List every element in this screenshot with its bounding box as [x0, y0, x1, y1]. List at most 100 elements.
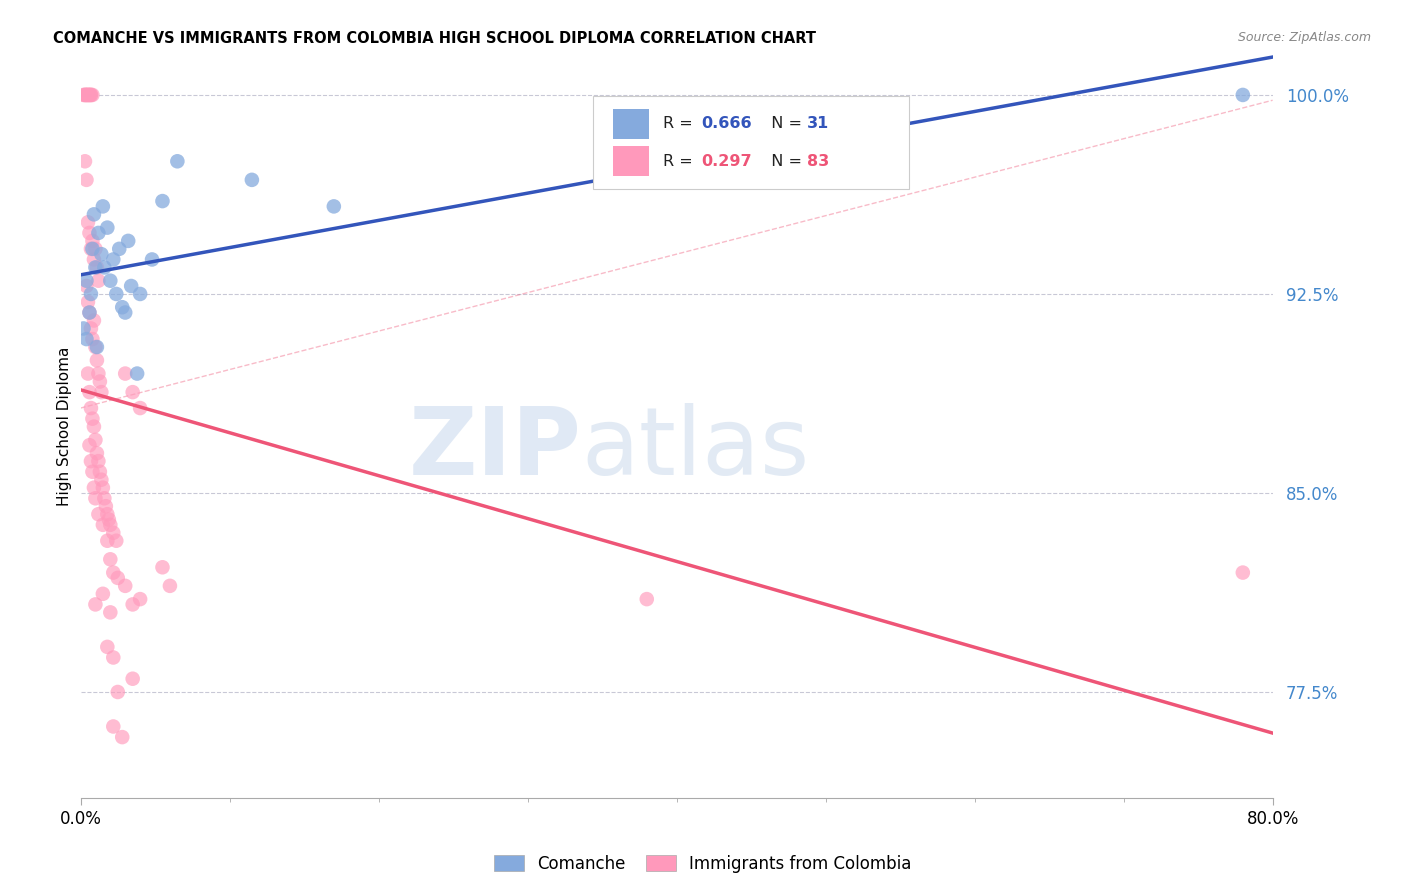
Point: [87, 274, 110, 288]
Point: [82, 234, 104, 248]
Legend: Comanche, Immigrants from Colombia: Comanche, Immigrants from Colombia: [488, 848, 918, 880]
Text: Source: ZipAtlas.com: Source: ZipAtlas.com: [1237, 31, 1371, 45]
Point: [166, 154, 188, 169]
Point: [86, 446, 108, 460]
Point: [84, 433, 107, 447]
Point: [82, 242, 104, 256]
Point: [98, 274, 121, 288]
Point: [129, 592, 152, 607]
Point: [1232, 87, 1254, 102]
Point: [96, 533, 118, 548]
Point: [84, 260, 107, 275]
Point: [121, 672, 143, 686]
Text: N =: N =: [761, 116, 807, 131]
Point: [103, 525, 125, 540]
Point: [73, 87, 96, 102]
Point: [98, 517, 121, 532]
Point: [76, 332, 98, 346]
Text: 31: 31: [807, 116, 828, 131]
Point: [636, 592, 658, 607]
Point: [111, 300, 134, 314]
Point: [80, 87, 103, 102]
Point: [89, 375, 111, 389]
Point: [240, 173, 263, 187]
Point: [114, 305, 136, 319]
Point: [129, 401, 152, 415]
Point: [72, 87, 94, 102]
Point: [93, 260, 115, 275]
Point: [103, 719, 125, 733]
Point: [108, 242, 131, 256]
FancyBboxPatch shape: [613, 146, 650, 176]
Point: [80, 287, 103, 301]
Point: [98, 552, 121, 566]
Point: [91, 517, 114, 532]
Point: [80, 321, 103, 335]
Point: [79, 87, 101, 102]
Point: [121, 385, 143, 400]
FancyBboxPatch shape: [613, 109, 650, 138]
Point: [77, 87, 100, 102]
Point: [91, 199, 114, 213]
Point: [159, 579, 181, 593]
Point: [91, 481, 114, 495]
Point: [90, 247, 112, 261]
Point: [80, 401, 103, 415]
Text: atlas: atlas: [581, 403, 810, 495]
Point: [83, 313, 105, 327]
Point: [1232, 566, 1254, 580]
Point: [114, 579, 136, 593]
Point: [111, 730, 134, 744]
Point: [96, 507, 118, 521]
Point: [79, 438, 101, 452]
Point: [90, 473, 112, 487]
Point: [86, 340, 108, 354]
Point: [129, 287, 152, 301]
Point: [83, 207, 105, 221]
Point: [76, 87, 98, 102]
Point: [91, 587, 114, 601]
Point: [117, 234, 139, 248]
Text: 0.666: 0.666: [702, 116, 752, 131]
Point: [94, 500, 117, 514]
Text: R =: R =: [664, 153, 699, 169]
Point: [79, 385, 101, 400]
Point: [84, 598, 107, 612]
Text: R =: R =: [664, 116, 699, 131]
Point: [105, 287, 128, 301]
Point: [87, 367, 110, 381]
FancyBboxPatch shape: [593, 96, 910, 189]
Point: [79, 87, 101, 102]
Point: [105, 533, 128, 548]
Point: [103, 650, 125, 665]
Point: [80, 454, 103, 468]
Y-axis label: High School Diploma: High School Diploma: [58, 347, 72, 507]
Point: [77, 87, 100, 102]
Point: [103, 566, 125, 580]
Point: [82, 465, 104, 479]
Point: [141, 252, 163, 267]
Point: [79, 305, 101, 319]
Point: [72, 321, 94, 335]
Point: [77, 215, 100, 229]
Point: [322, 199, 344, 213]
Point: [90, 385, 112, 400]
Point: [76, 173, 98, 187]
Point: [636, 136, 658, 150]
Point: [87, 507, 110, 521]
Point: [114, 367, 136, 381]
Point: [120, 279, 142, 293]
Point: [73, 87, 96, 102]
Point: [76, 274, 98, 288]
Point: [84, 340, 107, 354]
Point: [83, 481, 105, 495]
Point: [77, 367, 100, 381]
Point: [80, 87, 103, 102]
Point: [79, 305, 101, 319]
Point: [152, 194, 174, 208]
Point: [73, 154, 96, 169]
Point: [86, 260, 108, 275]
Point: [103, 252, 125, 267]
Point: [82, 411, 104, 425]
Point: [84, 242, 107, 256]
